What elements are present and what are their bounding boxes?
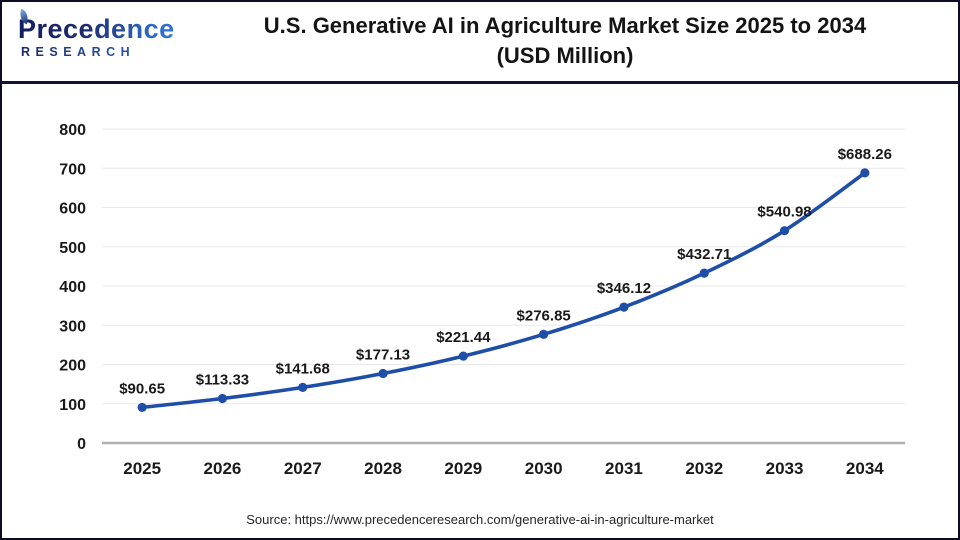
x-tick-label: 2034 — [846, 459, 884, 478]
title-line-1: U.S. Generative AI in Agriculture Market… — [263, 13, 867, 38]
y-tick-label: 500 — [59, 240, 86, 257]
data-label: $432.71 — [677, 246, 731, 263]
y-tick-label: 200 — [59, 358, 86, 375]
x-tick-label: 2031 — [605, 459, 643, 478]
data-label: $177.13 — [356, 346, 410, 363]
y-tick-label: 800 — [59, 122, 86, 139]
data-label: $141.68 — [276, 360, 330, 377]
x-tick-label: 2028 — [364, 459, 402, 478]
x-tick-label: 2033 — [766, 459, 804, 478]
y-tick-label: 400 — [59, 279, 86, 296]
x-tick-label: 2029 — [444, 459, 482, 478]
page-title: U.S. Generative AI in Agriculture Market… — [207, 11, 923, 71]
x-tick-label: 2032 — [685, 459, 723, 478]
x-tick-label: 2030 — [525, 459, 563, 478]
data-point — [619, 302, 629, 312]
data-point — [699, 268, 709, 278]
y-tick-label: 600 — [59, 201, 86, 218]
data-label: $113.33 — [196, 372, 249, 389]
brand-name: Precedence — [18, 14, 175, 44]
chart-area: 0 100 200 300 400 500 600 700 800 2025 2026 2027 202… — [2, 87, 958, 517]
source-text: Source: https://www.precedenceresearch.c… — [246, 512, 714, 527]
data-point — [458, 351, 468, 361]
y-tick-label: 100 — [59, 397, 86, 414]
header-divider — [2, 81, 958, 84]
data-point — [860, 168, 870, 178]
data-point — [217, 393, 228, 404]
header: Precedence RESEARCH U.S. Generative AI i… — [2, 2, 958, 81]
data-point — [378, 368, 388, 379]
x-tick-label: 2027 — [284, 459, 322, 478]
brand-subtitle: RESEARCH — [21, 45, 208, 59]
data-label: $221.44 — [436, 329, 491, 346]
series-line — [140, 171, 867, 410]
footer: Source: https://www.precedenceresearch.c… — [2, 512, 958, 527]
data-label: $90.65 — [119, 380, 165, 397]
line-chart: 0 100 200 300 400 500 600 700 800 2025 2026 2027 202… — [59, 122, 905, 478]
data-label: $688.26 — [838, 146, 892, 163]
data-point — [298, 382, 308, 392]
x-tick-label: 2025 — [123, 459, 161, 478]
data-point — [539, 329, 549, 339]
brand-row: Precedence — [17, 8, 175, 44]
data-label: $540.98 — [757, 204, 811, 221]
data-point — [779, 226, 790, 236]
brand-logo: Precedence RESEARCH — [17, 8, 208, 59]
y-tick-label: 0 — [77, 436, 86, 453]
data-label: $276.85 — [517, 307, 571, 324]
x-tick-label: 2026 — [204, 459, 242, 478]
y-tick-label: 300 — [59, 318, 86, 335]
title-line-2: (USD Million) — [496, 43, 634, 68]
y-tick-label: 700 — [59, 161, 86, 178]
data-point — [137, 402, 147, 413]
data-label: $346.12 — [597, 280, 651, 297]
